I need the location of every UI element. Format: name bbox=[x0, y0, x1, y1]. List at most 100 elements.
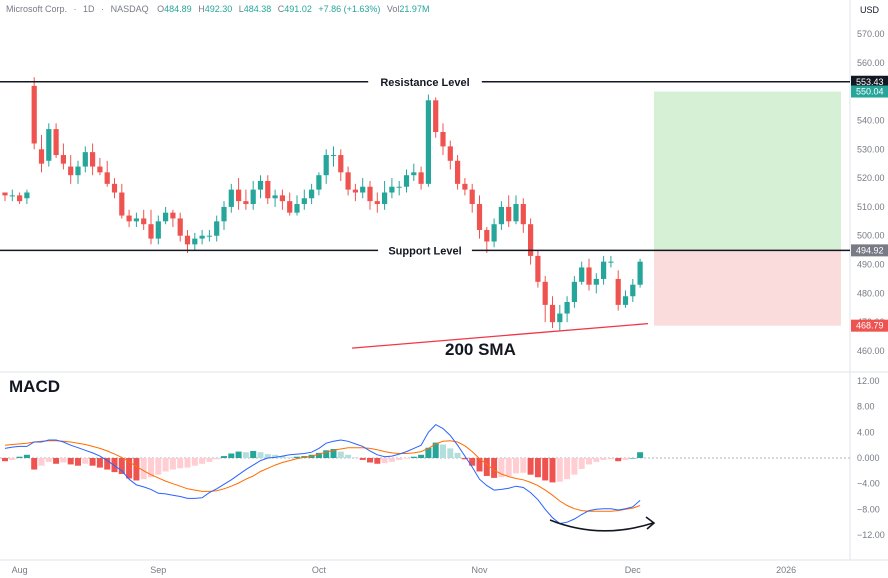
macd-hist-bar bbox=[586, 458, 592, 465]
candle-body bbox=[126, 215, 132, 222]
sma-200 bbox=[351, 322, 649, 349]
macd-hist-bar bbox=[67, 458, 74, 465]
candle-body bbox=[206, 235, 212, 237]
time-tick-label: Dec bbox=[625, 565, 642, 575]
price-tick-label: 500.00 bbox=[857, 231, 885, 241]
volume-value: 21.97M bbox=[399, 4, 429, 14]
macd-hist-bar bbox=[345, 454, 352, 458]
candle-body bbox=[148, 224, 154, 239]
macd-hist-bar bbox=[38, 458, 45, 466]
candle-body bbox=[250, 189, 256, 205]
macd-hist-bar bbox=[498, 458, 505, 478]
macd-hist-bar bbox=[491, 458, 498, 478]
macd-hist-bar bbox=[600, 458, 607, 460]
candle-body bbox=[396, 186, 402, 188]
candle-body bbox=[542, 281, 548, 305]
candle-body bbox=[133, 218, 139, 222]
high-value: 492.30 bbox=[205, 4, 233, 14]
macd-axis[interactable]: 12.00 8.00 4.00 0.000 −4.00 −8.00 −12.00 bbox=[857, 376, 885, 540]
macd-tick-label: −12.00 bbox=[857, 530, 885, 540]
candle-body bbox=[141, 218, 147, 225]
level-lines[interactable]: Resistance Level Support Level bbox=[0, 74, 850, 258]
candle-body bbox=[484, 229, 490, 242]
macd-hist-bar bbox=[549, 458, 556, 483]
macd-hist-bar bbox=[2, 458, 8, 462]
candle-body bbox=[491, 224, 497, 242]
candle-body bbox=[520, 204, 526, 225]
candle-body bbox=[90, 152, 96, 167]
arrow-head-icon bbox=[645, 516, 656, 530]
macd-hist-bar bbox=[410, 456, 417, 458]
macd-hist-bar bbox=[388, 458, 395, 462]
macd-hist-bar bbox=[440, 444, 446, 458]
macd-hist-bar bbox=[476, 458, 483, 472]
price-tick-label: 490.00 bbox=[857, 260, 885, 270]
symbol-name: Microsoft Corp. bbox=[6, 4, 67, 14]
candle-body bbox=[257, 180, 264, 190]
risk-reward-zones[interactable] bbox=[654, 91, 841, 326]
macd-hist-bar bbox=[242, 452, 249, 458]
candle-body bbox=[418, 172, 424, 184]
candle-body bbox=[601, 261, 607, 279]
macd-hist-bar bbox=[615, 458, 622, 462]
macd-tick-label: 12.00 bbox=[857, 376, 880, 386]
candle-body bbox=[46, 129, 52, 161]
macd-hist-bar bbox=[16, 456, 23, 458]
price-tick-label: 520.00 bbox=[857, 173, 885, 183]
curved-arrow-annotation bbox=[549, 519, 654, 532]
candle-body bbox=[272, 195, 278, 199]
candle-body bbox=[301, 198, 307, 205]
macd-hist-bar bbox=[403, 458, 410, 459]
resistance-badge-bg bbox=[851, 75, 888, 88]
candle-body bbox=[53, 129, 59, 156]
macd-hist-bar bbox=[352, 457, 359, 458]
macd-hist-bar bbox=[542, 458, 549, 481]
candle-body bbox=[221, 206, 227, 222]
candle-body bbox=[447, 146, 453, 161]
macd-hist-bar bbox=[23, 454, 30, 458]
macd-hist-bar bbox=[9, 458, 16, 460]
macd-hist-bar bbox=[272, 454, 279, 458]
low-label: L bbox=[239, 4, 244, 14]
sma-line bbox=[351, 322, 649, 349]
candle-body bbox=[498, 206, 504, 225]
time-axis[interactable]: Aug Sep Oct Nov Dec 2026 bbox=[12, 565, 797, 575]
macd-hist-bar bbox=[425, 447, 432, 458]
open-value: 484.89 bbox=[164, 4, 192, 14]
sma-label: 200 SMA bbox=[445, 340, 516, 359]
candle-body bbox=[476, 204, 483, 230]
candle-body bbox=[637, 261, 643, 285]
macd-line bbox=[4, 423, 641, 525]
candle-body bbox=[31, 85, 37, 144]
currency-label[interactable]: USD bbox=[860, 5, 880, 15]
change-value: +7.86 (+1.63%) bbox=[318, 4, 380, 14]
signal-line bbox=[4, 440, 641, 512]
macd-hist-bar bbox=[556, 458, 563, 482]
candle-body bbox=[352, 189, 358, 193]
macd-lines bbox=[4, 423, 641, 525]
svg-text:Microsoft Corp. ·: Microsoft Corp. · 1D · NASDAQ O484.89 H4… bbox=[6, 4, 429, 14]
macd-hist-bar bbox=[257, 452, 264, 458]
macd-hist-bar bbox=[432, 442, 439, 458]
macd-hist-bar bbox=[199, 458, 206, 464]
candle-body bbox=[564, 302, 570, 314]
candle-body bbox=[279, 195, 285, 202]
candle-body bbox=[82, 152, 88, 167]
macd-hist-bar bbox=[447, 448, 454, 458]
candle-body bbox=[60, 155, 66, 164]
candle-body bbox=[236, 189, 242, 202]
price-tick-label: 530.00 bbox=[857, 144, 885, 154]
candle-body bbox=[24, 192, 30, 199]
level-label: Support Level bbox=[388, 245, 461, 257]
support-badge-bg bbox=[851, 244, 888, 257]
macd-hist-bar bbox=[534, 458, 541, 478]
candle-body bbox=[615, 278, 621, 305]
candle-body bbox=[374, 201, 380, 205]
macd-histogram bbox=[0, 442, 850, 483]
candle-body bbox=[214, 221, 220, 236]
target-badge-bg bbox=[851, 85, 888, 98]
macd-hist-bar bbox=[264, 454, 271, 458]
macd-hist-bar bbox=[104, 458, 111, 470]
macd-hist-bar bbox=[367, 458, 373, 463]
